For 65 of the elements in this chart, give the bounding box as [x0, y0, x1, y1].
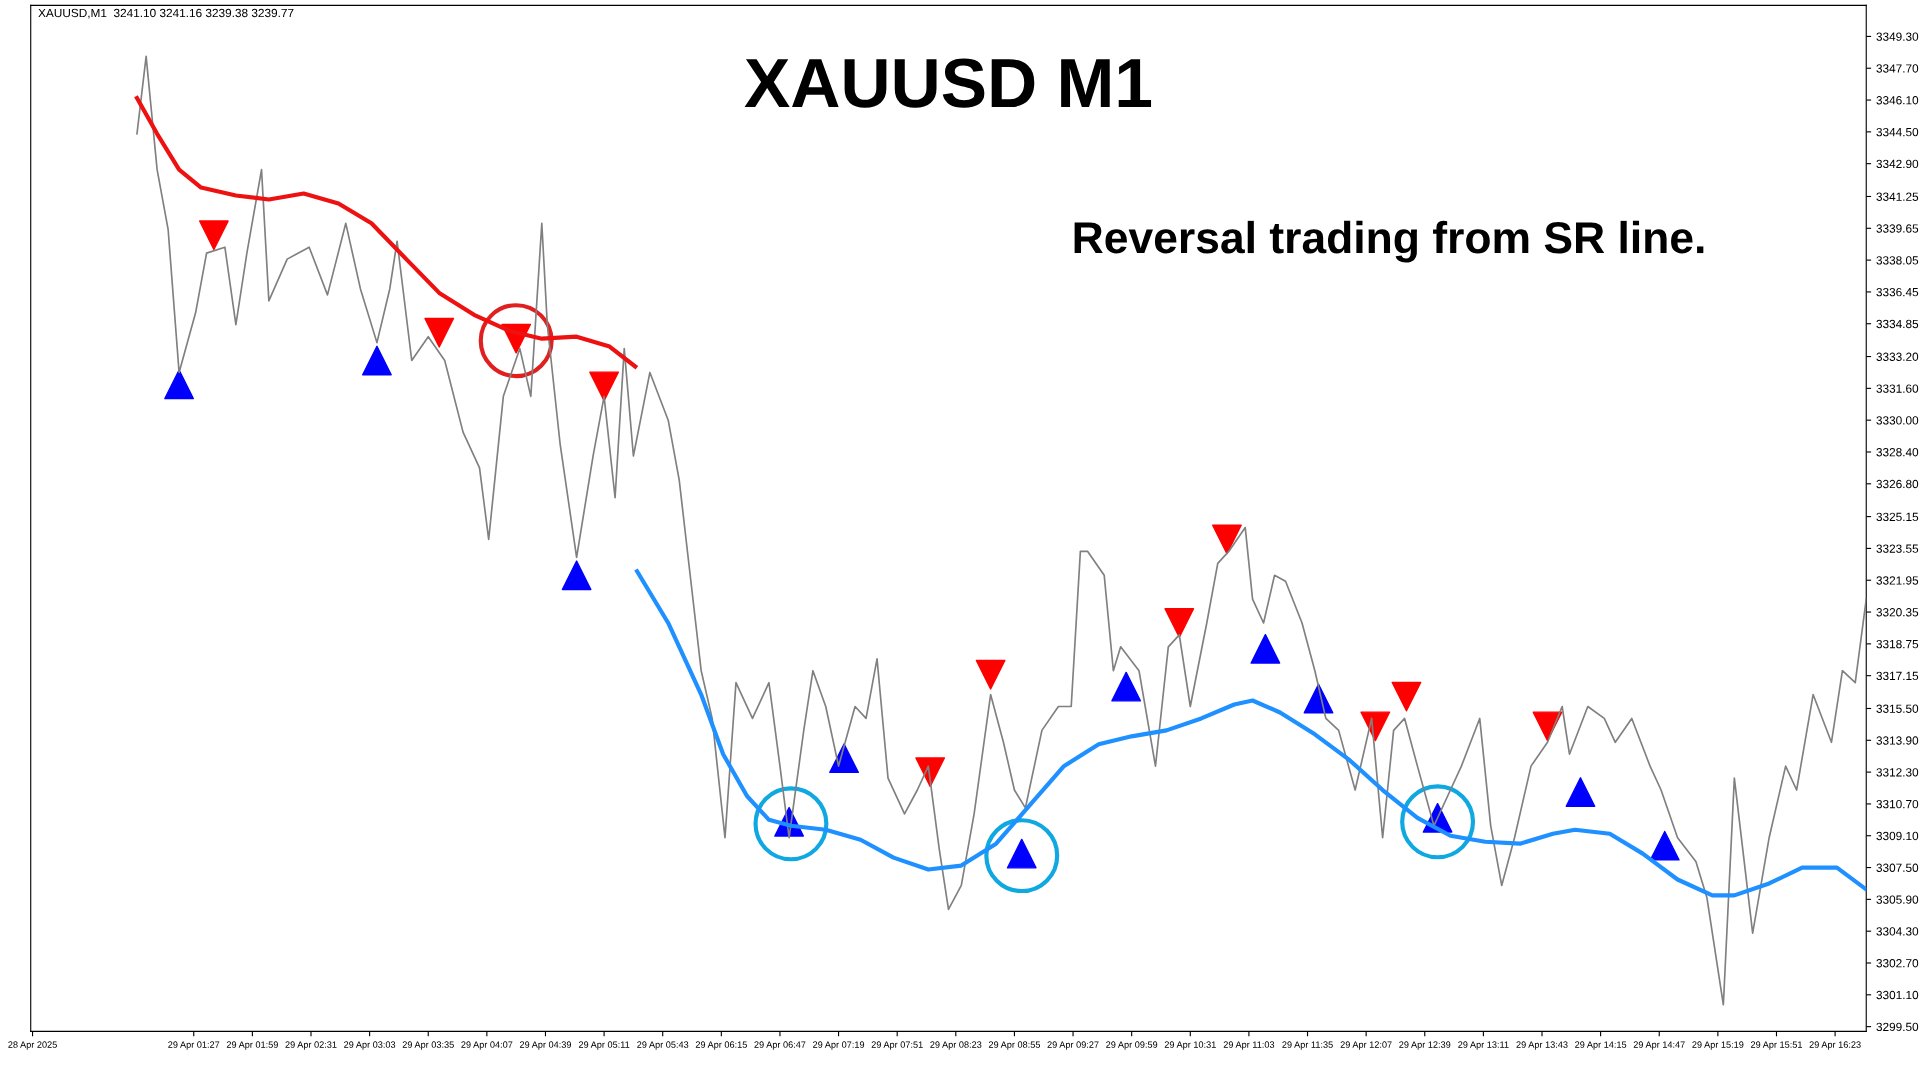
y-tick-label: 3318.75 [1876, 639, 1919, 649]
x-tick-label: 29 Apr 09:27 [1047, 1041, 1099, 1050]
x-tick-label: 29 Apr 14:47 [1633, 1041, 1685, 1050]
y-tick-label: 3346.10 [1876, 96, 1919, 105]
x-tick-label: 29 Apr 08:23 [930, 1041, 982, 1050]
y-tick-label: 3304.30 [1876, 927, 1919, 936]
y-tick-label: 3299.50 [1876, 1022, 1919, 1032]
x-tick-label: 29 Apr 12:39 [1399, 1041, 1451, 1050]
x-tick-label: 29 Apr 01:27 [168, 1041, 220, 1050]
y-tick-label: 3317.15 [1876, 671, 1919, 681]
y-tick-label: 3339.65 [1876, 224, 1919, 233]
x-tick-label: 29 Apr 06:15 [695, 1041, 747, 1050]
x-tick-label: 29 Apr 13:11 [1458, 1041, 1509, 1050]
y-tick-label: 3331.60 [1876, 384, 1919, 393]
y-tick-label: 3307.50 [1876, 863, 1919, 872]
y-tick-label: 3341.25 [1876, 192, 1919, 201]
y-tick-label: 3320.35 [1876, 608, 1919, 617]
x-tick-label: 29 Apr 15:51 [1750, 1041, 1803, 1050]
y-tick-label: 3349.30 [1876, 32, 1919, 41]
x-tick-label: 28 Apr 2025 [8, 1041, 57, 1050]
y-tick-label: 3338.05 [1876, 256, 1919, 265]
y-tick-label: 3315.50 [1876, 704, 1919, 713]
y-tick-label: 3334.85 [1876, 319, 1919, 329]
x-tick-label: 29 Apr 13:43 [1516, 1041, 1568, 1050]
x-tick-label: 29 Apr 05:43 [637, 1041, 689, 1050]
text: XAUUSD M1 [744, 58, 1152, 108]
x-tick-label: 29 Apr 16:23 [1809, 1041, 1861, 1050]
y-tick-label: 3328.40 [1876, 448, 1919, 457]
y-tick-label: 3321.95 [1876, 576, 1919, 585]
annotation: XAUUSD,M1 3241.10 3241.16 3239.38 3239.77 [38, 8, 294, 19]
y-tick-label: 3326.80 [1876, 479, 1919, 489]
y-tick-label: 3342.90 [1876, 159, 1919, 169]
y-tick-label: 3313.90 [1876, 736, 1919, 745]
x-tick-label: 29 Apr 14:15 [1575, 1041, 1627, 1050]
annotation: Reversal trading from SR line. [1074, 220, 1704, 263]
x-tick-label: 29 Apr 07:51 [871, 1041, 923, 1050]
x-tick-label: 29 Apr 05:11 [578, 1041, 630, 1050]
y-tick-label: 3301.10 [1876, 990, 1919, 1000]
x-tick-label: 29 Apr 15:19 [1692, 1041, 1744, 1050]
x-tick-label: 29 Apr 03:35 [402, 1041, 454, 1050]
x-tick-label: 29 Apr 11:35 [1282, 1041, 1333, 1050]
x-tick-label: 29 Apr 09:59 [1106, 1041, 1158, 1050]
x-tick-label: 29 Apr 03:03 [344, 1041, 396, 1050]
y-tick-label: 3330.00 [1876, 416, 1919, 425]
y-tick-label: 3347.70 [1876, 64, 1919, 73]
y-tick-label: 3305.90 [1876, 895, 1919, 904]
x-tick-label: 29 Apr 12:07 [1340, 1041, 1392, 1050]
y-tick-label: 3333.20 [1876, 352, 1919, 361]
x-tick-label: 29 Apr 02:31 [285, 1041, 337, 1050]
x-tick-label: 29 Apr 10:31 [1164, 1041, 1216, 1050]
y-tick-label: 3336.45 [1876, 287, 1919, 297]
x-tick-label: 29 Apr 07:19 [813, 1041, 865, 1050]
y-tick-label: 3302.70 [1876, 959, 1919, 968]
x-tick-label: 29 Apr 04:07 [461, 1041, 513, 1050]
y-tick-label: 3310.70 [1876, 799, 1919, 809]
y-tick-label: 3309.10 [1876, 831, 1919, 841]
x-tick-label: 29 Apr 01:59 [226, 1041, 278, 1050]
x-tick-label: 29 Apr 04:39 [519, 1041, 572, 1050]
y-tick-label: 3325.15 [1876, 512, 1919, 521]
x-tick-label: 29 Apr 08:55 [988, 1041, 1041, 1050]
y-tick-label: 3344.50 [1876, 127, 1919, 137]
x-tick-label: 29 Apr 06:47 [754, 1041, 806, 1050]
y-tick-label: 3323.55 [1876, 544, 1919, 553]
x-tick-label: 29 Apr 11:03 [1223, 1041, 1275, 1050]
y-tick-label: 3312.30 [1876, 768, 1919, 777]
